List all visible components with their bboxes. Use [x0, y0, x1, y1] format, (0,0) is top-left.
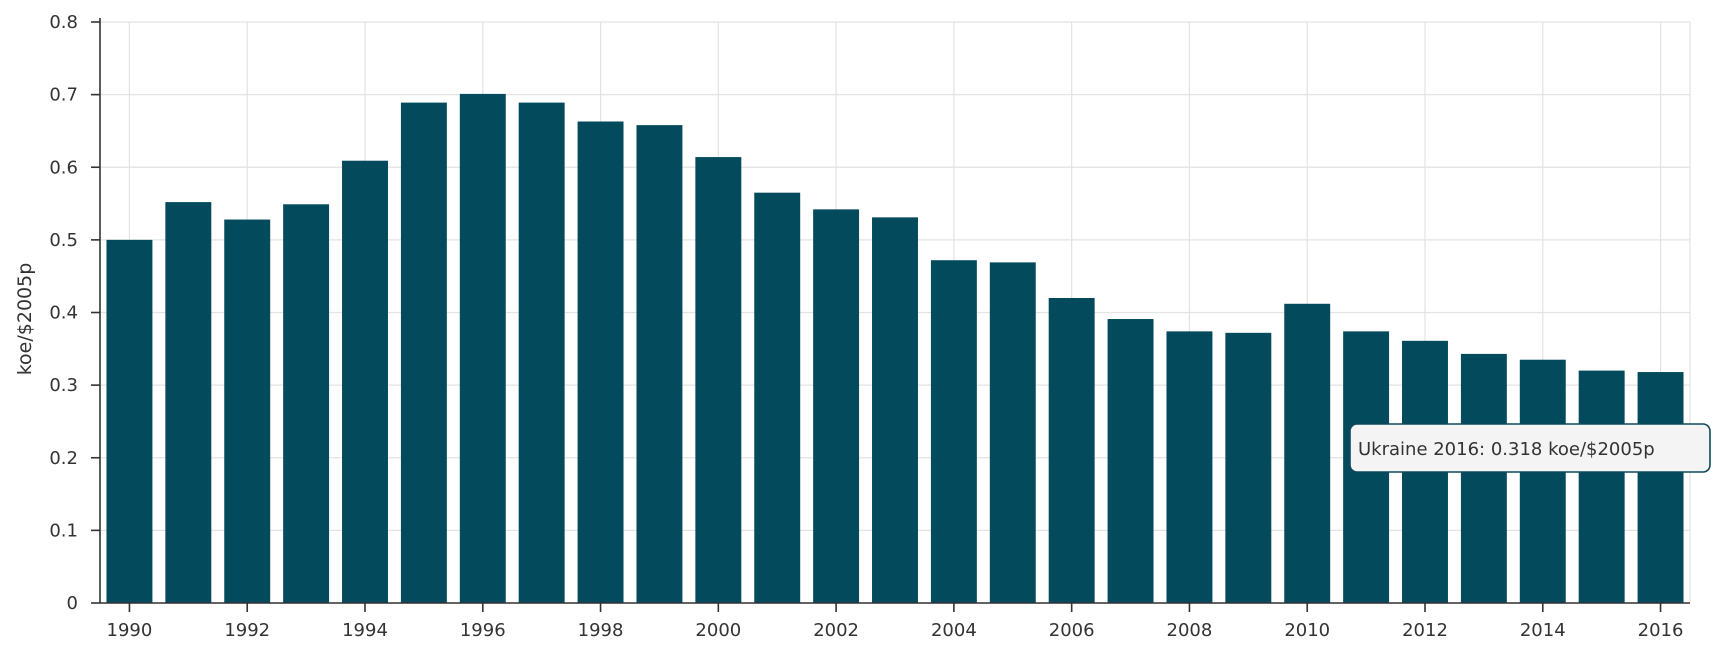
- tooltip: Ukraine 2016: 0.318 koe/$2005p: [1349, 423, 1711, 473]
- bar-2002[interactable]: [813, 209, 860, 603]
- bar-1995[interactable]: [400, 102, 447, 604]
- tooltip-text: Ukraine 2016: 0.318 koe/$2005p: [1358, 439, 1655, 460]
- bar-1991[interactable]: [165, 202, 212, 604]
- bar-1997[interactable]: [518, 102, 565, 604]
- y-tick-label: 0.3: [49, 375, 78, 396]
- bars: [106, 93, 1684, 604]
- x-tick-label: 2002: [813, 620, 859, 641]
- y-tick-label: 0.6: [49, 157, 78, 178]
- x-tick-label: 2016: [1638, 620, 1684, 641]
- bar-2015[interactable]: [1578, 370, 1625, 603]
- y-tick-label: 0: [67, 593, 78, 614]
- x-tick-label: 2012: [1402, 620, 1448, 641]
- bar-2010[interactable]: [1284, 303, 1331, 603]
- bar-2006[interactable]: [1048, 297, 1095, 603]
- axes: [91, 18, 1690, 612]
- y-tick-label: 0.7: [49, 85, 78, 106]
- x-tick-label: 1998: [578, 620, 624, 641]
- x-tick-label: 2004: [931, 620, 977, 641]
- x-tick-label: 2014: [1520, 620, 1566, 641]
- bar-1992[interactable]: [224, 219, 271, 604]
- x-tick-label: 2006: [1049, 620, 1095, 641]
- bar-1994[interactable]: [342, 160, 388, 603]
- x-tick-label: 1990: [107, 620, 153, 641]
- y-tick-label: 0.5: [49, 230, 78, 251]
- bar-1999[interactable]: [636, 125, 683, 603]
- y-tick-label: 0.8: [49, 12, 78, 33]
- bar-2016[interactable]: [1637, 372, 1684, 603]
- bar-2004[interactable]: [930, 260, 977, 603]
- tooltip-box: [1349, 423, 1711, 473]
- y-tick-label: 0.1: [49, 520, 78, 541]
- x-tick-label: 2000: [695, 620, 741, 641]
- bar-2007[interactable]: [1107, 319, 1154, 603]
- x-tick-label: 1994: [342, 620, 388, 641]
- bar-1996[interactable]: [459, 93, 506, 604]
- bar-2000[interactable]: [695, 157, 742, 603]
- x-tick-label: 1996: [460, 620, 506, 641]
- bar-1990[interactable]: [106, 239, 153, 604]
- bar-2009[interactable]: [1225, 332, 1272, 603]
- x-tick-label: 2008: [1167, 620, 1213, 641]
- bar-2001[interactable]: [754, 192, 801, 604]
- bar-2003[interactable]: [872, 217, 918, 604]
- y-tick-labels: 0 0.1 0.2 0.3 0.4 0.5 0.6 0.7 0.8: [49, 12, 78, 614]
- x-tick-label: 2010: [1284, 620, 1330, 641]
- bar-1993[interactable]: [283, 204, 330, 604]
- y-tick-label: 0.2: [49, 448, 78, 469]
- bar-2005[interactable]: [989, 262, 1036, 603]
- bar-2008[interactable]: [1166, 331, 1213, 603]
- x-tick-labels: 1990 1992 1994 1996 1998 2000 2002 2004 2006 2008…: [107, 620, 1684, 641]
- bar-2014[interactable]: [1519, 359, 1566, 603]
- y-tick-label: 0.4: [49, 303, 78, 324]
- bar-2013[interactable]: [1460, 353, 1507, 603]
- x-tick-label: 1992: [224, 620, 270, 641]
- y-axis-title: koe/$2005p: [14, 263, 36, 376]
- bar-1998[interactable]: [577, 121, 624, 604]
